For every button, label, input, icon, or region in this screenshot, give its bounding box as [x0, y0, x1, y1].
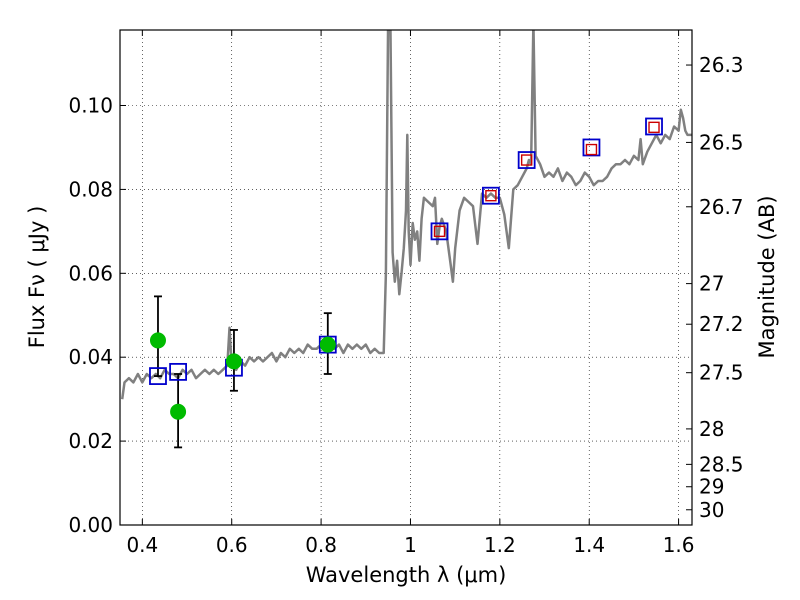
y2-tick-label: 29 — [699, 475, 724, 499]
y2-tick-label: 26.3 — [699, 53, 744, 77]
y-tick-label: 0.10 — [68, 94, 113, 118]
observed-nir-point — [485, 189, 497, 202]
observed-optical-point — [149, 332, 166, 349]
y2-tick-label: 27 — [699, 272, 724, 296]
model-photometry-point — [430, 222, 449, 241]
x-tick-label: 0.4 — [126, 533, 158, 557]
y2-tick-label: 28.5 — [699, 452, 744, 476]
grid — [120, 30, 692, 525]
observed-optical-point — [170, 403, 187, 420]
y-axis-title: Flux Fν ( μJy ) — [25, 206, 49, 349]
y2-axis-title: Magnitude (AB) — [755, 195, 779, 358]
x-tick-label: 0.6 — [216, 533, 248, 557]
model-photometry-point — [517, 151, 536, 169]
x-tick-label: 1.6 — [663, 533, 695, 557]
observed-nir-point — [433, 225, 446, 238]
model-photometry-point — [582, 138, 601, 157]
x-ticks: 0.4 0.6 0.8 1 1.2 1.4 1.6 — [126, 30, 695, 557]
x-axis-title: Wavelength λ (μm) — [306, 563, 507, 587]
model-photometry-point — [645, 117, 663, 136]
observed-optical-point — [225, 353, 242, 370]
y-ticks: 0.00 0.02 0.04 0.06 0.08 0.10 — [68, 94, 126, 537]
model-photometry-point — [482, 186, 500, 205]
observed-nir-point — [585, 143, 598, 156]
observed-optical-point — [319, 336, 336, 353]
y-tick-label: 0.06 — [68, 261, 113, 285]
y-tick-label: 0.08 — [68, 177, 113, 201]
plot-frame — [119, 29, 693, 526]
y-tick-label: 0.04 — [68, 345, 113, 369]
x-tick-label: 1 — [404, 533, 417, 557]
y-tick-label: 0.00 — [68, 513, 113, 537]
observed-nir-point — [648, 121, 660, 134]
x-tick-label: 0.8 — [305, 533, 337, 557]
y2-tick-label: 28 — [699, 417, 724, 441]
y2-tick-label: 30 — [699, 498, 724, 522]
y2-tick-label: 27.2 — [699, 312, 744, 336]
model-photometry-point — [169, 362, 187, 381]
x-tick-label: 1.2 — [484, 533, 516, 557]
markers-layer — [149, 117, 663, 420]
spectrum-line — [120, 30, 692, 400]
spectrum-layer — [120, 30, 692, 400]
observed-nir-point — [520, 154, 533, 166]
y2-tick-label: 27.5 — [699, 361, 744, 385]
y-tick-label: 0.02 — [68, 429, 113, 453]
y2-tick-label: 26.7 — [699, 195, 744, 219]
x-tick-label: 1.4 — [573, 533, 605, 557]
y2-tick-label: 26.5 — [699, 130, 744, 154]
model-photometry-point — [149, 367, 167, 385]
